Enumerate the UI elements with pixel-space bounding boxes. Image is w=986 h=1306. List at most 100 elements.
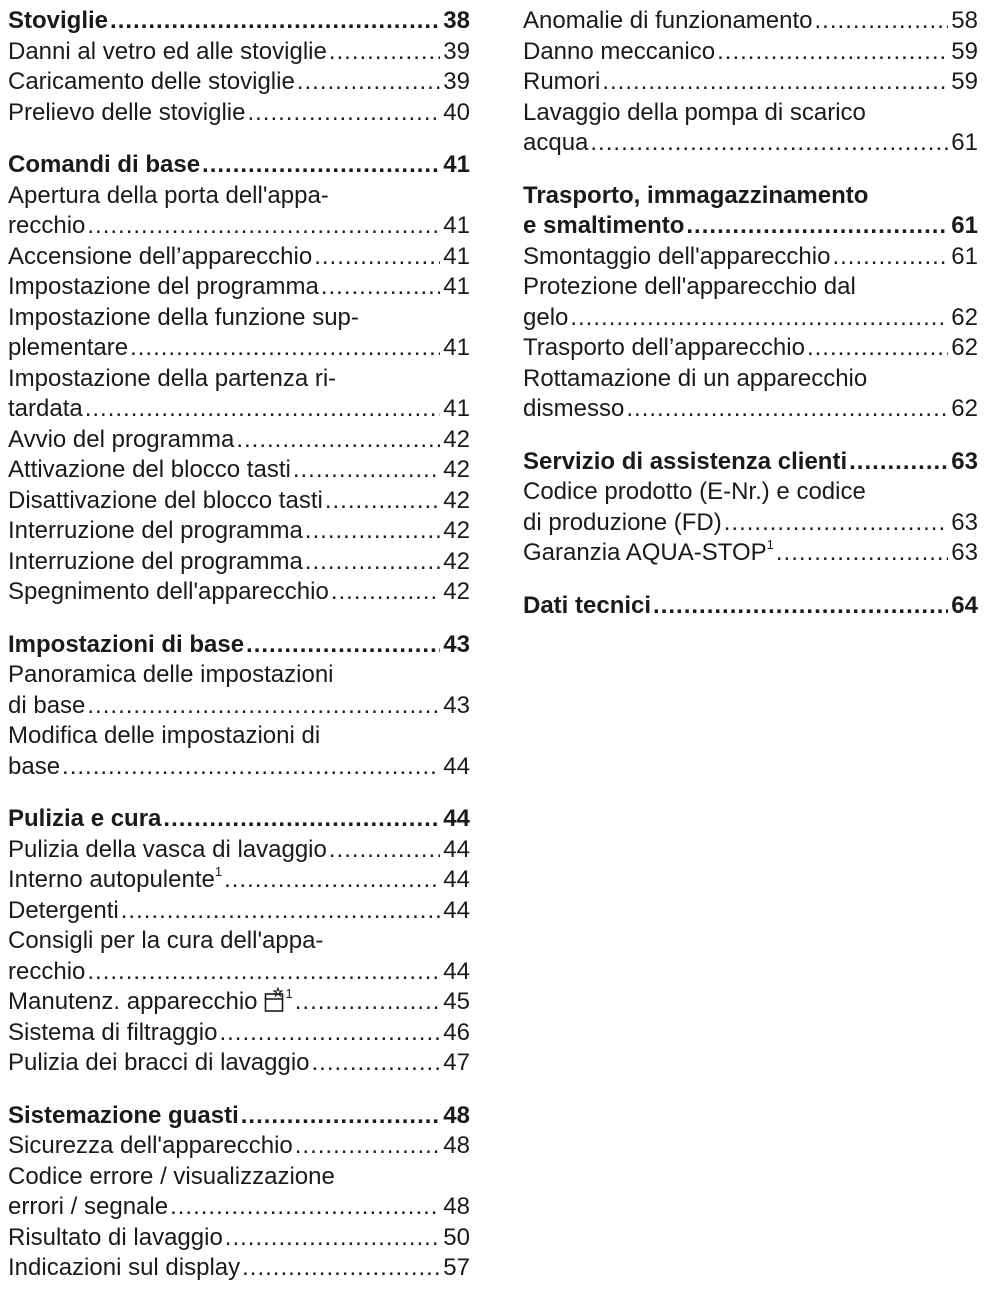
dot-leader	[236, 425, 440, 456]
toc-title-text: gelo	[523, 303, 569, 331]
section-heading-title: e smaltimento	[523, 211, 684, 242]
toc-title-line: Protezione dell'apparecchio dal	[523, 272, 978, 303]
toc-title-text: di base	[8, 691, 86, 719]
toc-title-text: Pulizia della vasca di lavaggio	[8, 835, 327, 863]
dot-leader	[717, 37, 948, 68]
toc-entry[interactable]: Caricamento delle stoviglie 39	[8, 67, 470, 98]
section-heading-entry[interactable]: Servizio di assistenza clienti 63	[523, 447, 978, 478]
toc-title: Danno meccanico	[523, 37, 715, 68]
toc-entry[interactable]: Sicurezza dell'apparecchio 48	[8, 1131, 470, 1162]
toc-entry[interactable]: Accensione dell’apparecchio 41	[8, 242, 470, 273]
section-heading-title: Pulizia e cura	[8, 804, 161, 835]
toc-entry[interactable]: Sistema di filtraggio 46	[8, 1018, 470, 1049]
toc-title-text: Indicazioni sul display	[8, 1254, 241, 1281]
toc-title-text: Impostazione del programma	[8, 273, 319, 300]
toc-entry[interactable]: Pulizia dei bracci di lavaggio 47	[8, 1048, 470, 1079]
toc-entry[interactable]: Danno meccanico 59	[523, 37, 978, 68]
toc-page-number: 61	[951, 242, 978, 270]
toc-title: Interruzione del programma	[8, 547, 303, 578]
dot-leader	[815, 6, 949, 37]
section-heading-title: Comandi di base	[8, 150, 200, 181]
toc-page-number: 61	[951, 129, 978, 156]
toc-entry[interactable]: Disattivazione del blocco tasti 42	[8, 486, 470, 517]
toc-title-text: base	[8, 752, 61, 780]
toc-title-text: recchio	[8, 957, 86, 985]
dot-leader	[87, 211, 440, 242]
dot-leader	[246, 630, 440, 661]
toc-title: Impostazione del programma	[8, 272, 319, 303]
toc-entry[interactable]: errori / segnale 48	[8, 1192, 470, 1223]
toc-title-text: Risultato di lavaggio	[8, 1223, 223, 1251]
toc-entry[interactable]: Rumori 59	[523, 67, 978, 98]
dot-leader	[297, 67, 440, 98]
toc-entry[interactable]: Interruzione del programma 42	[8, 516, 470, 547]
toc-entry[interactable]: gelo 62	[523, 303, 978, 334]
toc-entry[interactable]: base 44	[8, 752, 470, 783]
toc-entry[interactable]: Attivazione del blocco tasti 42	[8, 455, 470, 486]
dot-leader	[849, 447, 948, 478]
toc-entry[interactable]: recchio 44	[8, 957, 470, 988]
section-heading-entry[interactable]: e smaltimento 61	[523, 211, 978, 242]
toc-entry[interactable]: dismesso 62	[523, 394, 978, 425]
toc-entry[interactable]: di produzione (FD) 63	[523, 508, 978, 539]
toc-section: Trasporto, immagazzinamento e smaltimento…	[523, 181, 978, 425]
toc-title-text: dismesso	[523, 395, 625, 422]
toc-entry[interactable]: Smontaggio dell'apparecchio 61	[523, 242, 978, 273]
dot-leader	[87, 691, 440, 722]
toc-page-number: 59	[951, 68, 978, 95]
dot-leader	[242, 1253, 440, 1284]
toc-entry[interactable]: Trasporto dell’apparecchio 62	[523, 333, 978, 364]
dot-leader	[87, 957, 440, 988]
toc-title-text: Avvio del programma	[8, 425, 235, 453]
toc-entry[interactable]: acqua 61	[523, 128, 978, 159]
toc-entry[interactable]: Impostazione del programma 41	[8, 272, 470, 303]
toc-section: Pulizia e cura44Pulizia della vasca di l…	[8, 804, 470, 1079]
toc-entry[interactable]: recchio 41	[8, 211, 470, 242]
toc-entry[interactable]: Prelievo delle stoviglie 40	[8, 98, 470, 129]
toc-entry[interactable]: Interno autopulente1 44	[8, 865, 470, 896]
section-heading-page-number: 48	[443, 1101, 470, 1129]
toc-section: Sistemazione guasti48Sicurezza dell'appa…	[8, 1101, 470, 1284]
toc-entry[interactable]: Manutenz. apparecchio 1 45	[8, 987, 470, 1018]
toc-entry[interactable]: Detergenti 44	[8, 896, 470, 927]
toc-title-text: Rumori	[523, 68, 601, 95]
dot-leader	[807, 333, 948, 364]
section-heading-entry[interactable]: Comandi di base 41	[8, 150, 470, 181]
section-heading-page-number: 63	[951, 447, 978, 475]
section-heading-title: Servizio di assistenza clienti	[523, 447, 847, 478]
toc-entry[interactable]: Anomalie di funzionamento 58	[523, 6, 978, 37]
section-heading-entry[interactable]: Sistemazione guasti 48	[8, 1101, 470, 1132]
toc-title-part: Protezione dell'apparecchio dal	[523, 273, 856, 300]
toc-page-number: 41	[443, 212, 470, 239]
toc-entry[interactable]: Risultato di lavaggio 50	[8, 1223, 470, 1254]
toc-entry[interactable]: Danni al vetro ed alle stoviglie 39	[8, 37, 470, 68]
toc-entry[interactable]: Avvio del programma 42	[8, 425, 470, 456]
toc-entry[interactable]: tardata 41	[8, 394, 470, 425]
toc-title-line: Panoramica delle impostazioni	[8, 660, 470, 691]
toc-title-text: Caricamento delle stoviglie	[8, 68, 295, 95]
dot-leader	[724, 508, 949, 539]
section-heading-entry[interactable]: Stoviglie 38	[8, 6, 470, 37]
toc-title: di produzione (FD)	[523, 508, 722, 539]
toc-entry[interactable]: Pulizia della vasca di lavaggio 44	[8, 835, 470, 866]
toc-page-number: 57	[443, 1254, 470, 1281]
toc-title-line: Modifica delle impostazioni di	[8, 721, 470, 752]
section-heading-entry[interactable]: Impostazioni di base 43	[8, 630, 470, 661]
toc-entry[interactable]: Interruzione del programma 42	[8, 547, 470, 578]
toc-page-number: 62	[951, 395, 978, 422]
dot-leader	[626, 394, 948, 425]
toc-entry[interactable]: Indicazioni sul display 57	[8, 1253, 470, 1284]
dot-leader	[590, 128, 948, 159]
dot-leader	[219, 1018, 440, 1049]
toc-title: Danni al vetro ed alle stoviglie	[8, 37, 327, 68]
toc-title-part: Codice prodotto (E-Nr.) e codice	[523, 478, 866, 505]
toc-entry[interactable]: plementare 41	[8, 333, 470, 364]
dot-leader	[110, 6, 440, 37]
toc-entry[interactable]: Spegnimento dell'apparecchio 42	[8, 577, 470, 608]
section-heading-title-text: Servizio di assistenza clienti	[523, 447, 848, 475]
section-heading-entry[interactable]: Pulizia e cura 44	[8, 804, 470, 835]
section-heading-entry[interactable]: Dati tecnici 64	[523, 591, 978, 622]
toc-entry[interactable]: Garanzia AQUA-STOP1 63	[523, 538, 978, 569]
dot-leader	[602, 67, 948, 98]
toc-entry[interactable]: di base 43	[8, 691, 470, 722]
